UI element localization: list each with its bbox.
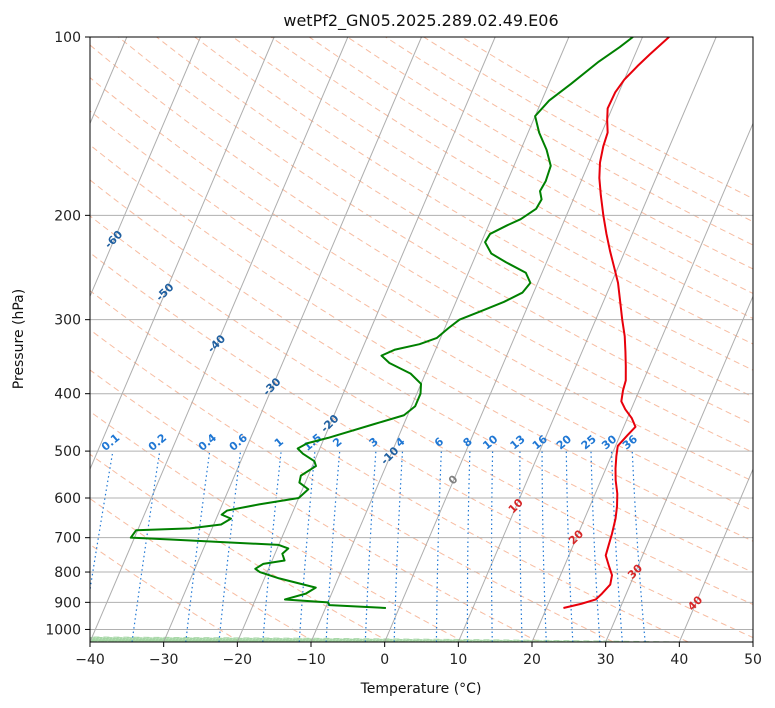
isotherm [384,37,643,642]
mixing-ratio-line [131,451,161,642]
dry-adiabat [90,252,753,639]
mixing-ratio-line [262,451,282,642]
x-axis: −40 −30 −20 −10 0 10 20 30 40 50 [75,642,762,668]
isotherm [90,37,275,471]
dry-adiabat [90,144,753,542]
dry-adiabat [90,329,614,642]
dry-adiabat [90,110,753,512]
pressure-grid [90,37,753,630]
x-tick-label: −20 [223,652,253,668]
mixing-ratio-line [185,451,211,642]
y-tick-label: 100 [54,30,81,46]
isotherm [531,122,753,642]
y-axis-label: Pressure (hPa) [11,289,27,389]
background-lines [90,37,753,642]
mixing-ratio-line [590,451,601,642]
x-axis-label: Temperature (°C) [360,681,482,697]
y-tick-label: 1000 [45,622,81,638]
y-axis: 100 200 300 400 500 600 700 800 900 1000 [45,30,90,638]
mixing-ratio-line [466,451,471,642]
isotherm [605,295,753,642]
mixing-ratio-line [218,451,242,642]
plot-background [90,37,753,642]
y-tick-label: 600 [54,491,81,507]
moist-adiabat [90,636,643,642]
isotherm [457,37,717,642]
mixing-ratio-line [298,451,316,642]
x-tick-label: 0 [380,652,389,668]
x-tick-label: 30 [597,652,615,668]
isotherm [678,467,753,642]
moist-adiabat [90,636,680,642]
mixing-ratio-line [325,451,341,642]
isotherm-label: -80 [0,129,20,152]
dry-adiabat [90,215,753,606]
dry-adiabat [90,44,753,453]
y-tick-label: 400 [54,387,81,403]
isotherm [310,37,570,642]
mixing-ratio-line [490,451,494,642]
isotherm [90,37,349,642]
y-tick-label: 900 [54,595,81,611]
plot-frame [89,36,754,643]
dry-adiabat [90,498,315,642]
mixing-ratio-line [541,451,547,642]
y-tick-label: 200 [54,208,81,224]
mixing-ratio-line [393,451,404,642]
mixing-ratio-line [610,451,623,642]
mixing-ratio-line [364,451,377,642]
mixing-ratio-line [631,451,646,642]
isotherm [236,37,496,642]
dewpoint-line [129,37,634,609]
y-tick-label: 800 [54,565,81,581]
x-tick-label: −30 [149,652,179,668]
dry-adiabat [90,76,753,482]
profile-series [129,37,670,609]
dry-adiabat [90,179,753,573]
y-tick-label: 300 [54,313,81,329]
isotherm [752,640,753,642]
x-tick-label: −10 [296,652,326,668]
chart-title: wetPf2_GN05.2025.289.02.49.E06 [283,11,558,31]
x-tick-label: 20 [523,652,541,668]
y-tick-label: 700 [54,531,81,547]
x-tick-label: 40 [670,652,688,668]
isotherm [90,37,201,298]
y-tick-label: 500 [54,444,81,460]
mixing-ratio-line [90,450,114,594]
isotherm-label: -70 [50,176,73,199]
mixing-ratio-line [519,451,523,642]
dry-adiabat [90,453,390,642]
mixing-ratio-line [565,451,574,642]
dry-adiabat [194,37,753,371]
x-tick-label: −40 [75,652,105,668]
dry-adiabat [90,369,540,642]
x-tick-label: 50 [744,652,762,668]
mixing-ratio-line [435,451,442,642]
x-tick-label: 10 [449,652,467,668]
temperature-line [563,37,670,609]
dry-adiabat [232,37,753,345]
